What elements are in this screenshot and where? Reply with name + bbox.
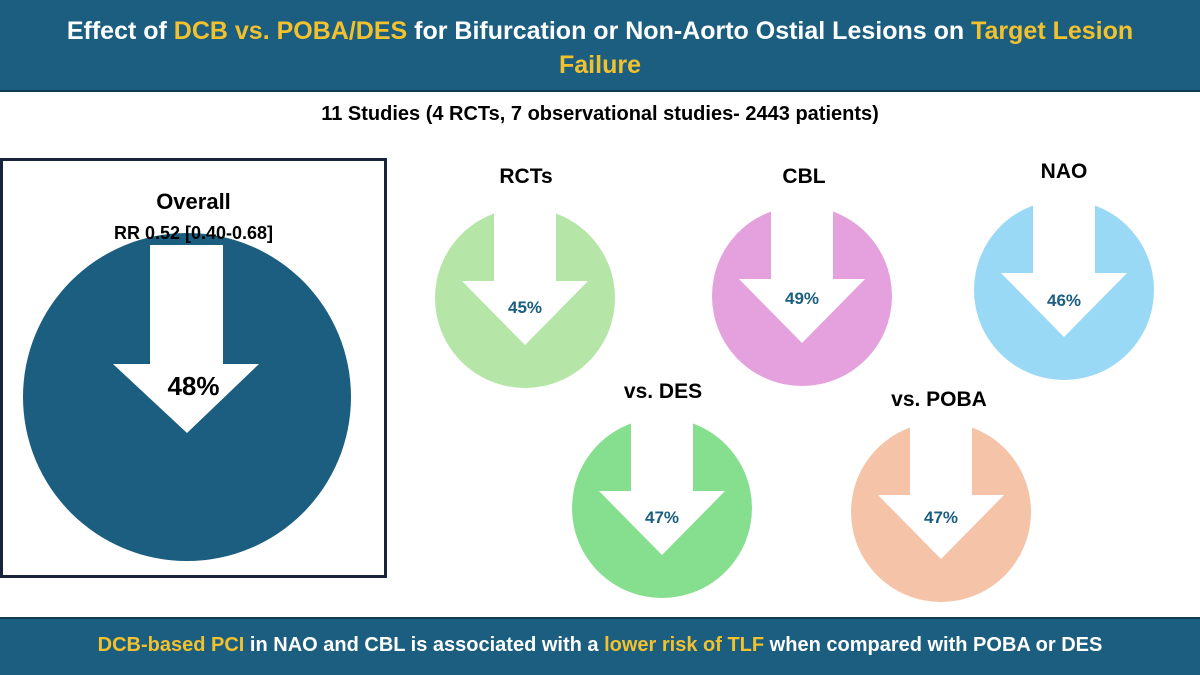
overall-panel: Overall RR 0.52 [0.40-0.68] 48%: [0, 158, 387, 578]
subgroup-arrow-circle-vs-poba: [851, 422, 1031, 602]
arrow-down-icon: [599, 418, 725, 555]
subgroup-percent-nao: 46%: [1046, 291, 1082, 310]
subgroup-title-cbl: CBL: [782, 165, 826, 188]
title-text-2: for Bifurcation or Non-Aorto Ostial Lesi…: [407, 17, 972, 45]
subgroup-percent-cbl: 49%: [784, 289, 820, 308]
footer-highlight-dcb: DCB-based PCI: [97, 634, 245, 656]
subgroup-title-rcts: RCTs: [499, 165, 553, 188]
subgroup-arrow-circle-rcts: [435, 208, 615, 388]
arrow-down-icon: [1001, 200, 1127, 337]
overall-percent: 48%: [167, 371, 220, 401]
subgroup-arrow-circle-vs-des: [572, 418, 752, 598]
title-highlight-tlf: Target Lesion Failure: [559, 17, 1134, 79]
overall-rr: RR 0.52 [0.40-0.68]: [113, 223, 274, 243]
arrow-down-icon: [878, 422, 1004, 559]
footer-highlight-risk: lower risk of TLF: [604, 634, 765, 656]
subtitle: 11 Studies (4 RCTs, 7 observational stud…: [321, 103, 879, 125]
subgroup-title-vs-des: vs. DES: [623, 380, 703, 403]
overall-arrow-icon: [113, 245, 259, 433]
header-banner: Effect of DCB vs. POBA/DES for Bifurcati…: [0, 0, 1200, 92]
footer-banner: DCB-based PCI in NAO and CBL is associat…: [0, 617, 1200, 675]
arrow-down-icon: [462, 208, 588, 345]
subgroup-percent-vs-des: 47%: [644, 508, 680, 527]
overall-title: Overall: [156, 189, 231, 214]
footer-text-2: when compared with POBA or DES: [764, 634, 1103, 656]
overall-arrow-circle: [23, 233, 351, 561]
subgroup-arrow-circle-nao: [974, 200, 1154, 380]
subgroup-percent-vs-poba: 47%: [923, 508, 959, 527]
title-highlight-dcb: DCB vs. POBA/DES: [173, 17, 408, 45]
arrow-down-icon: [739, 206, 865, 343]
subgroup-title-nao: NAO: [1040, 160, 1088, 183]
subgroup-arrow-circle-cbl: [712, 206, 892, 386]
title-text-1: Effect of: [66, 17, 174, 45]
footer-text-1: in NAO and CBL is associated with a: [244, 634, 605, 656]
subgroup-percent-rcts: 45%: [507, 298, 543, 317]
subgroup-title-vs-poba: vs. POBA: [891, 388, 987, 411]
